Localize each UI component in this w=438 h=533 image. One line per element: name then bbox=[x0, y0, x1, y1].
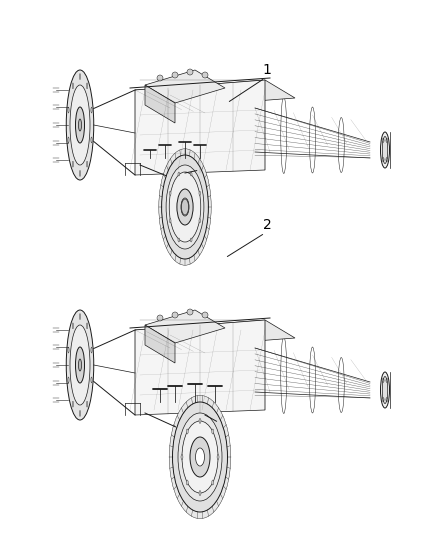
Ellipse shape bbox=[382, 376, 388, 403]
Ellipse shape bbox=[381, 372, 389, 408]
Ellipse shape bbox=[72, 83, 74, 89]
Ellipse shape bbox=[197, 451, 203, 463]
Ellipse shape bbox=[173, 402, 227, 512]
Ellipse shape bbox=[172, 312, 178, 318]
Ellipse shape bbox=[79, 410, 81, 416]
Ellipse shape bbox=[166, 165, 204, 249]
Ellipse shape bbox=[199, 490, 201, 496]
Ellipse shape bbox=[178, 238, 180, 242]
Ellipse shape bbox=[70, 325, 90, 405]
Ellipse shape bbox=[157, 315, 163, 321]
Ellipse shape bbox=[91, 137, 92, 143]
Ellipse shape bbox=[382, 136, 388, 164]
Ellipse shape bbox=[381, 132, 389, 168]
Ellipse shape bbox=[75, 107, 85, 143]
Ellipse shape bbox=[162, 155, 208, 259]
Ellipse shape bbox=[199, 191, 201, 195]
Ellipse shape bbox=[212, 480, 214, 485]
Ellipse shape bbox=[212, 429, 214, 434]
Ellipse shape bbox=[186, 480, 188, 485]
Ellipse shape bbox=[181, 455, 183, 459]
Ellipse shape bbox=[86, 323, 88, 329]
Ellipse shape bbox=[91, 107, 92, 113]
Ellipse shape bbox=[68, 347, 69, 353]
Ellipse shape bbox=[190, 238, 192, 242]
Ellipse shape bbox=[217, 455, 219, 459]
Ellipse shape bbox=[187, 309, 193, 315]
Ellipse shape bbox=[195, 448, 205, 466]
Ellipse shape bbox=[169, 395, 231, 519]
Ellipse shape bbox=[159, 149, 211, 265]
Ellipse shape bbox=[202, 312, 208, 318]
Ellipse shape bbox=[86, 401, 88, 407]
Ellipse shape bbox=[70, 85, 90, 165]
Ellipse shape bbox=[190, 172, 192, 176]
Ellipse shape bbox=[199, 418, 201, 423]
Polygon shape bbox=[135, 80, 265, 175]
Ellipse shape bbox=[68, 107, 69, 113]
Ellipse shape bbox=[178, 413, 222, 501]
Text: 1: 1 bbox=[262, 63, 272, 77]
Ellipse shape bbox=[78, 119, 81, 131]
Ellipse shape bbox=[199, 219, 201, 223]
Polygon shape bbox=[145, 310, 225, 343]
Polygon shape bbox=[145, 325, 175, 363]
Ellipse shape bbox=[86, 83, 88, 89]
Polygon shape bbox=[145, 85, 175, 123]
Ellipse shape bbox=[91, 377, 92, 383]
Ellipse shape bbox=[72, 161, 74, 167]
Ellipse shape bbox=[187, 69, 193, 75]
Ellipse shape bbox=[86, 161, 88, 167]
Ellipse shape bbox=[178, 172, 180, 176]
Ellipse shape bbox=[172, 72, 178, 78]
Polygon shape bbox=[135, 80, 295, 108]
Ellipse shape bbox=[169, 191, 171, 195]
Ellipse shape bbox=[72, 323, 74, 329]
Ellipse shape bbox=[177, 189, 193, 225]
Ellipse shape bbox=[169, 172, 201, 242]
Ellipse shape bbox=[66, 70, 94, 180]
Ellipse shape bbox=[181, 198, 189, 216]
Ellipse shape bbox=[182, 421, 218, 493]
Ellipse shape bbox=[186, 429, 188, 434]
Ellipse shape bbox=[75, 347, 85, 383]
Ellipse shape bbox=[157, 75, 163, 81]
Ellipse shape bbox=[169, 219, 171, 223]
Polygon shape bbox=[135, 320, 295, 348]
Ellipse shape bbox=[78, 359, 81, 371]
Ellipse shape bbox=[68, 377, 69, 383]
Text: 2: 2 bbox=[263, 218, 272, 232]
Ellipse shape bbox=[66, 310, 94, 420]
Ellipse shape bbox=[79, 171, 81, 176]
Ellipse shape bbox=[79, 74, 81, 79]
Ellipse shape bbox=[181, 199, 189, 215]
Ellipse shape bbox=[202, 72, 208, 78]
Ellipse shape bbox=[190, 437, 210, 477]
Polygon shape bbox=[135, 320, 265, 415]
Ellipse shape bbox=[79, 313, 81, 320]
Ellipse shape bbox=[91, 347, 92, 353]
Ellipse shape bbox=[162, 155, 208, 259]
Ellipse shape bbox=[72, 401, 74, 407]
Ellipse shape bbox=[68, 137, 69, 143]
Polygon shape bbox=[145, 70, 225, 103]
